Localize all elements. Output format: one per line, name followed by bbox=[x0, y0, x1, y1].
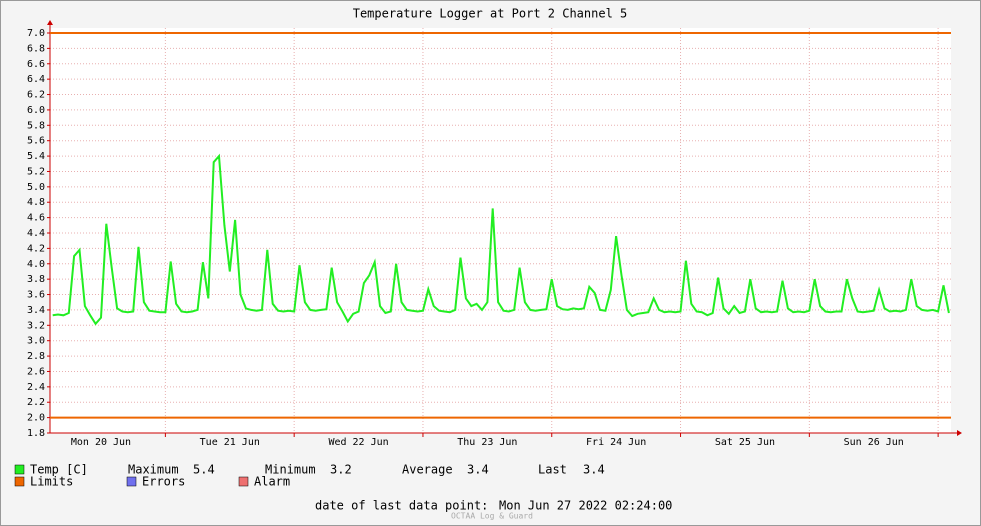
stat-label: Maximum bbox=[128, 463, 179, 477]
y-tick-label: 6.8 bbox=[27, 43, 45, 54]
y-tick-label: 6.2 bbox=[27, 90, 45, 101]
y-tick-label: 4.4 bbox=[27, 228, 45, 239]
stat-value: 3.2 bbox=[330, 463, 352, 477]
chart-title: Temperature Logger at Port 2 Channel 5 bbox=[353, 7, 628, 21]
y-tick-label: 7.0 bbox=[27, 28, 45, 39]
y-tick-label: 1.8 bbox=[27, 428, 45, 439]
legend-swatch bbox=[14, 476, 25, 487]
legend-label: Limits bbox=[30, 475, 73, 489]
stat-label: Minimum bbox=[265, 463, 316, 477]
stat-label: Last bbox=[538, 463, 567, 477]
x-tick-label: Sun 26 Jun bbox=[844, 437, 904, 448]
y-tick-label: 5.2 bbox=[27, 166, 45, 177]
y-tick-label: 5.8 bbox=[27, 120, 45, 131]
x-axis-arrow bbox=[957, 430, 962, 436]
y-tick-label: 2.4 bbox=[27, 382, 45, 393]
legend-swatch bbox=[126, 476, 137, 487]
x-tick-label: Wed 22 Jun bbox=[328, 437, 388, 448]
x-tick-label: Sat 25 Jun bbox=[715, 437, 775, 448]
plot-area bbox=[50, 28, 951, 433]
series-line bbox=[52, 153, 950, 326]
legend-label: Errors bbox=[142, 475, 185, 489]
x-tick-label: Fri 24 Jun bbox=[586, 437, 646, 448]
y-tick-label: 3.2 bbox=[27, 320, 45, 331]
y-tick-label: 2.0 bbox=[27, 413, 45, 424]
y-tick-label: 2.6 bbox=[27, 366, 45, 377]
y-tick-label: 2.8 bbox=[27, 351, 45, 362]
y-tick-label: 6.4 bbox=[27, 74, 45, 85]
legend-swatch bbox=[14, 464, 25, 475]
y-tick-label: 4.6 bbox=[27, 213, 45, 224]
stat-value: 3.4 bbox=[583, 463, 605, 477]
credit: OCTAA Log & Guard bbox=[451, 512, 533, 521]
stat-label: Average bbox=[402, 463, 453, 477]
y-tick-label: 6.6 bbox=[27, 59, 45, 70]
x-tick-label: Thu 23 Jun bbox=[457, 437, 517, 448]
y-tick-label: 5.0 bbox=[27, 182, 45, 193]
x-tick-label: Mon 20 Jun bbox=[71, 437, 131, 448]
y-tick-label: 2.2 bbox=[27, 397, 45, 408]
y-tick-label: 4.8 bbox=[27, 197, 45, 208]
stat-value: 3.4 bbox=[467, 463, 489, 477]
y-tick-label: 3.6 bbox=[27, 290, 45, 301]
legend-label: Temp [C] bbox=[30, 463, 88, 477]
y-axis-arrow bbox=[47, 20, 53, 25]
y-tick-label: 4.0 bbox=[27, 259, 45, 270]
x-tick-label: Tue 21 Jun bbox=[200, 437, 260, 448]
y-tick-label: 4.2 bbox=[27, 243, 45, 254]
y-tick-label: 5.4 bbox=[27, 151, 45, 162]
stat-value: 5.4 bbox=[193, 463, 215, 477]
footer-label: date of last data point: bbox=[315, 499, 488, 513]
y-tick-label: 3.4 bbox=[27, 305, 45, 316]
legend-label: Alarm bbox=[254, 475, 290, 489]
y-tick-label: 6.0 bbox=[27, 105, 45, 116]
legend-swatch bbox=[238, 476, 249, 487]
footer-value: Mon Jun 27 2022 02:24:00 bbox=[499, 499, 672, 513]
y-tick-label: 3.0 bbox=[27, 336, 45, 347]
y-tick-label: 3.8 bbox=[27, 274, 45, 285]
y-tick-label: 5.6 bbox=[27, 136, 45, 147]
